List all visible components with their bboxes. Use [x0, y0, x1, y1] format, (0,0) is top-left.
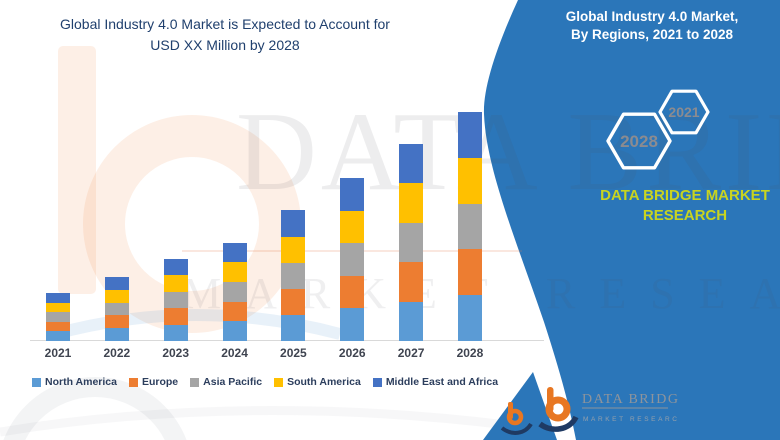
- legend-item: Asia Pacific: [190, 376, 262, 388]
- bar-segment-asia-pacific: [281, 262, 306, 289]
- watermark-ring-bottom: [3, 377, 187, 440]
- bar-segment-middle-east-and-africa: [222, 242, 247, 263]
- bar-segment-asia-pacific: [163, 291, 188, 309]
- legend-swatch: [128, 377, 138, 387]
- bar-segment-middle-east-and-africa: [46, 292, 70, 303]
- legend-label: Europe: [141, 376, 179, 388]
- mini-logo-on-triangle: [500, 402, 533, 435]
- x-axis-label: 2028: [456, 346, 484, 360]
- bar-segment-north-america: [46, 331, 70, 341]
- bar-segment-south-america: [340, 210, 365, 244]
- bar-segment-north-america: [281, 314, 306, 341]
- logo-b-bowl: [545, 396, 571, 422]
- bar-segment-south-america: [399, 183, 424, 223]
- chart-title-line1: Global Industry 4.0 Market is Expected t…: [60, 16, 390, 32]
- bar-segment-asia-pacific: [46, 312, 70, 322]
- bar-segment-north-america: [104, 328, 129, 341]
- panel-title-line1: Global Industry 4.0 Market,: [565, 9, 739, 24]
- legend-item: North America: [32, 376, 117, 388]
- mini-logo-b-stem: [508, 402, 513, 419]
- x-axis-label: 2023: [162, 346, 190, 360]
- bar-segment-middle-east-and-africa: [457, 112, 482, 158]
- bar-segment-asia-pacific: [399, 222, 424, 263]
- legend-item: Europe: [128, 376, 179, 388]
- legend-item: South America: [274, 376, 361, 388]
- bar-segment-europe: [340, 275, 365, 309]
- bar-segment-north-america: [399, 301, 424, 341]
- bar-segment-north-america: [222, 321, 247, 341]
- brand-name-line1: DATA BRIDGE MARKET: [600, 187, 770, 204]
- bar-segment-europe: [46, 321, 70, 332]
- bar-segment-asia-pacific: [340, 243, 365, 276]
- brand-name: DATA BRIDGE MARKET RESEARCH: [570, 186, 780, 226]
- legend-item: Middle East and Africa: [372, 376, 499, 388]
- bar-segment-north-america: [163, 324, 188, 341]
- bar-segment-europe: [281, 288, 306, 315]
- chart-title: Global Industry 4.0 Market is Expected t…: [20, 14, 430, 56]
- mini-logo-swoosh: [500, 422, 533, 435]
- bar-segment-middle-east-and-africa: [399, 144, 424, 184]
- bar-segment-south-america: [222, 262, 247, 282]
- mini-logo-b-bowl: [506, 408, 524, 426]
- x-axis-label: 2027: [397, 346, 425, 360]
- logo-name: DATA BRIDGE: [582, 392, 678, 407]
- dbmr-logo: DATA BRIDGE MARKET RESEARCH: [538, 387, 678, 432]
- legend-swatch: [190, 377, 200, 387]
- bar-segment-south-america: [457, 157, 482, 204]
- bar-segment-europe: [104, 315, 129, 329]
- legend-swatch: [372, 377, 382, 387]
- legend-swatch: [32, 377, 41, 387]
- x-axis-label: 2021: [44, 346, 72, 360]
- legend-label: Middle East and Africa: [385, 376, 499, 388]
- bar-segment-asia-pacific: [222, 281, 247, 302]
- x-axis-label: 2022: [103, 346, 131, 360]
- bar-segment-south-america: [104, 289, 129, 303]
- x-axis-label: 2025: [280, 346, 307, 360]
- bar-segment-middle-east-and-africa: [104, 276, 129, 290]
- legend-label: South America: [287, 376, 361, 388]
- bar-segment-south-america: [46, 302, 70, 313]
- chart-legend: North America Europe Asia Pacific South Ame…: [32, 376, 498, 388]
- x-axis-label: 2026: [338, 346, 366, 360]
- bar-segment-europe: [222, 301, 247, 322]
- panel-title-line2: By Regions, 2021 to 2028: [570, 27, 734, 42]
- logo-subtitle: MARKET RESEARCH: [583, 416, 678, 423]
- bar-segment-asia-pacific: [104, 302, 129, 316]
- bar-segment-europe: [399, 262, 424, 302]
- bar-segment-north-america: [457, 295, 482, 341]
- legend-label: Asia Pacific: [203, 376, 263, 388]
- legend-label: North America: [45, 376, 117, 388]
- x-axis-label: 2024: [221, 346, 248, 360]
- watermark-b-stem: [58, 46, 96, 294]
- bar-segment-middle-east-and-africa: [340, 178, 365, 211]
- bar-segment-middle-east-and-africa: [163, 258, 188, 276]
- brand-name-line2: RESEARCH: [642, 207, 728, 224]
- bar-segment-north-america: [340, 308, 365, 341]
- panel-title: Global Industry 4.0 Market, By Regions, …: [518, 8, 780, 44]
- chart-title-line2: USD XX Million by 2028: [150, 37, 300, 53]
- bar-segment-south-america: [281, 236, 306, 263]
- bar-segment-europe: [163, 308, 188, 325]
- bar-segment-middle-east-and-africa: [281, 210, 306, 237]
- bar-segment-asia-pacific: [457, 203, 482, 250]
- legend-swatch: [274, 377, 284, 387]
- bar-segment-south-america: [163, 275, 188, 292]
- watermark-swoosh-gray: [0, 406, 546, 437]
- bar-segment-europe: [457, 249, 482, 296]
